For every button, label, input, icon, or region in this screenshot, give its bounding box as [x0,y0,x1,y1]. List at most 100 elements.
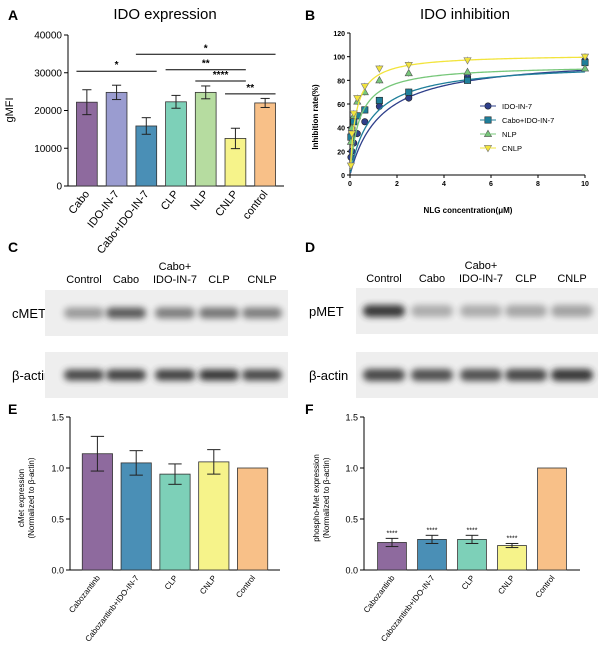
western-blot-d: Control Cabo Cabo+IDO-IN-7 CLP CNLP pMET β-act… [309,260,598,398]
legend-label: Cabo+IDO-IN-7 [502,116,554,125]
blot-band [460,305,502,317]
category-label: Cabozantinb [67,573,102,614]
data-point [483,145,493,153]
bar [254,102,276,187]
data-point [375,102,383,110]
blot-row-label: β-actin [309,368,348,383]
significance-label: ** [202,59,210,70]
data-point [360,83,369,91]
y-tick-label: 0 [341,173,345,180]
x-tick-label: 8 [536,181,540,188]
significance-label: ** [246,83,254,94]
bar [457,539,487,571]
bar [537,467,567,571]
y-tick-label: 40 [337,126,345,133]
data-point [349,110,358,118]
blot-band [363,369,405,381]
bar [159,473,191,571]
blot-band [155,307,195,319]
significance-label: **** [427,527,438,534]
chart-a-title: IDO expression [113,6,216,23]
significance-label: **** [213,70,229,81]
y-tick-label: 20 [337,149,345,156]
x-tick-label: 2 [395,181,399,188]
lane-header: CLP [208,274,229,286]
y-tick-label: 1.5 [345,413,358,423]
data-point [375,75,384,84]
chart-b-xlabel: NLG concentration(μM) [424,206,513,215]
x-tick-label: 10 [581,181,589,188]
category-label: NLP [188,188,211,212]
lane-header: IDO-IN-7 [459,273,503,285]
chart-b-title: IDO inhibition [420,6,510,23]
bar [105,91,128,187]
y-tick-label: 20000 [34,106,62,117]
data-point [346,162,356,170]
y-tick-label: 100 [333,55,345,62]
y-tick-label: 10000 [34,144,62,155]
bar [135,125,158,187]
blot-row-label: cMET [12,306,46,321]
blot-band [505,305,547,317]
data-point [580,64,590,72]
data-point [361,118,369,126]
category-label: CNLP [496,574,516,596]
lane-header: CNLP [247,274,276,286]
blot-row-label: pMET [309,304,344,319]
y-tick-label: 0.0 [345,566,358,576]
chart-f-ylabel-line1: phospho-Met expression [312,454,321,542]
category-label: control [241,188,271,221]
lane-header: IDO-IN-7 [153,274,197,286]
data-point [347,130,356,138]
panel-label-c: C [8,239,18,255]
bar [497,545,527,571]
category-label: CNLP [213,188,241,219]
legend-label: NLP [502,130,517,139]
bar [81,453,113,571]
y-tick-label: 0.5 [345,515,358,525]
data-point [463,57,472,65]
blot-band [411,305,453,317]
data-point [463,67,472,75]
bar [237,467,269,571]
data-point [375,96,383,104]
y-tick-label: 0.5 [51,515,64,525]
series-cnlp: CNLP [346,53,590,170]
bar [194,91,217,187]
category-label: Control [534,574,557,600]
y-tick-label: 1.0 [51,464,64,474]
blot-band [460,369,502,381]
significance-label: **** [387,530,398,537]
panel-label-b: B [305,7,315,23]
blot-band [242,369,282,381]
chart-a-ylabel: gMFI [4,97,16,122]
blot-band [551,369,593,381]
data-point [375,65,384,73]
significance-label: **** [507,535,518,542]
category-label: CLP [163,574,180,592]
significance-label: * [115,60,119,71]
chart-f-ylabel-line2: (Normalized to β-actin) [322,457,331,538]
y-tick-label: 0 [56,182,62,193]
fit-curve [349,56,586,167]
blot-band [242,307,282,319]
panel-label-a: A [8,7,18,23]
category-label: Cabozantinb [362,573,397,614]
fit-curve [349,68,586,170]
chart-e-ylabel-line2: (Normalized to β-actin) [27,457,36,538]
lane-header: Cabo [419,273,445,285]
blot-band [106,307,146,319]
chart-cmet-expression: cMet expression (Normalized to β-actin) … [17,413,280,644]
bar [198,461,230,571]
y-tick-label: 80 [337,78,345,85]
panel-label-e: E [8,401,17,417]
blot-band [155,369,195,381]
blot-band [411,369,453,381]
data-point [404,68,413,77]
blot-band [505,369,547,381]
blot-band [363,305,405,317]
data-point [463,76,471,84]
western-blot-c: Control Cabo Cabo+IDO-IN-7 CLP CNLP cMET β-act… [12,261,288,398]
y-tick-label: 40000 [34,31,62,42]
